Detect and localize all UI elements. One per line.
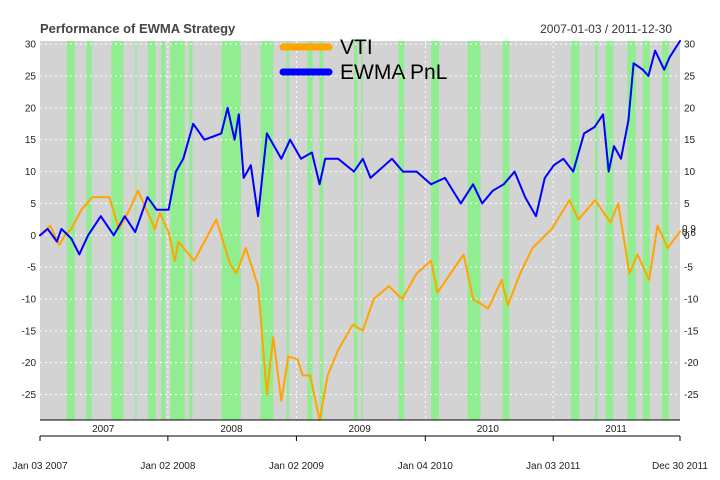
shaded-period [398, 41, 405, 420]
legend-label: VTI [340, 36, 373, 59]
shaded-period [147, 41, 156, 420]
y-tick-label-right: -10 [684, 294, 699, 305]
shaded-period [594, 41, 598, 420]
y-tick-label-left: 5 [30, 199, 36, 210]
y-tick-label-left: 25 [25, 72, 37, 83]
y-tick-label-right: 30 [684, 40, 696, 51]
date-tick-label: Jan 02 2008 [140, 461, 195, 472]
year-label: 2009 [349, 424, 372, 435]
shaded-period [189, 41, 193, 420]
date-range-label: 2007-01-03 / 2011-12-30 [540, 22, 672, 36]
shaded-period [354, 41, 358, 420]
y-tick-label-left: 30 [25, 40, 37, 51]
shaded-period [627, 41, 636, 420]
shaded-period [361, 41, 363, 420]
shaded-period [170, 41, 185, 420]
y-tick-label-right: 20 [684, 103, 696, 114]
y-tick-label-right: -25 [684, 390, 699, 401]
end-value-label: 0.6 [682, 228, 696, 239]
series-line-ewma-pnl [39, 40, 681, 256]
shaded-period [307, 41, 313, 420]
y-tick-label-right: -20 [684, 358, 699, 369]
y-tick-label-left: 20 [25, 103, 37, 114]
shaded-period [86, 41, 92, 420]
shaded-period [502, 41, 510, 420]
legend-label: EWMA PnL [340, 61, 447, 84]
date-tick-label: Jan 04 2010 [398, 461, 453, 472]
y-tick-label-left: -25 [22, 390, 37, 401]
shaded-period [642, 41, 650, 420]
shaded-period [286, 41, 290, 420]
y-tick-label-left: 15 [25, 135, 37, 146]
shaded-period [430, 41, 440, 420]
y-tick-label-left: -15 [22, 326, 37, 337]
year-label: 2008 [220, 424, 243, 435]
year-label: 2010 [477, 424, 500, 435]
shaded-period [467, 41, 481, 420]
shaded-period [662, 41, 669, 420]
shaded-period [570, 41, 580, 420]
y-tick-label-right: -5 [684, 263, 693, 274]
y-tick-label-left: -5 [27, 263, 36, 274]
shaded-period [161, 41, 166, 420]
date-tick-label: Jan 03 2011 [526, 461, 581, 472]
y-tick-label-right: 15 [684, 135, 696, 146]
y-tick-label-left: -10 [22, 294, 37, 305]
y-tick-label-right: 25 [684, 72, 696, 83]
date-tick-label: Jan 03 2007 [12, 461, 67, 472]
y-tick-label-right: 10 [684, 167, 696, 178]
plot-area: 30 30 25 25 20 20 15 15 10 10 5 5 0 0 -5 -5 -10 -10 -15 -15… [12, 36, 708, 472]
year-label: 2007 [92, 424, 115, 435]
y-tick-label-left: 0 [30, 231, 36, 242]
date-tick-label: Jan 02 2009 [269, 461, 324, 472]
shaded-period [260, 41, 274, 420]
y-tick-label-left: 10 [25, 167, 37, 178]
y-tick-label-right: 0 [684, 231, 690, 242]
y-tick-label-left: -20 [22, 358, 37, 369]
y-tick-label-right: 5 [684, 199, 690, 210]
shaded-period [605, 41, 614, 420]
year-label: 2011 [605, 424, 627, 435]
end-value-label: 0.9 [682, 224, 696, 235]
y-tick-label-right: -15 [684, 326, 699, 337]
shaded-period [319, 41, 324, 420]
date-tick-label: Dec 30 2011 [652, 461, 708, 472]
chart-title: Performance of EWMA Strategy [40, 21, 236, 36]
